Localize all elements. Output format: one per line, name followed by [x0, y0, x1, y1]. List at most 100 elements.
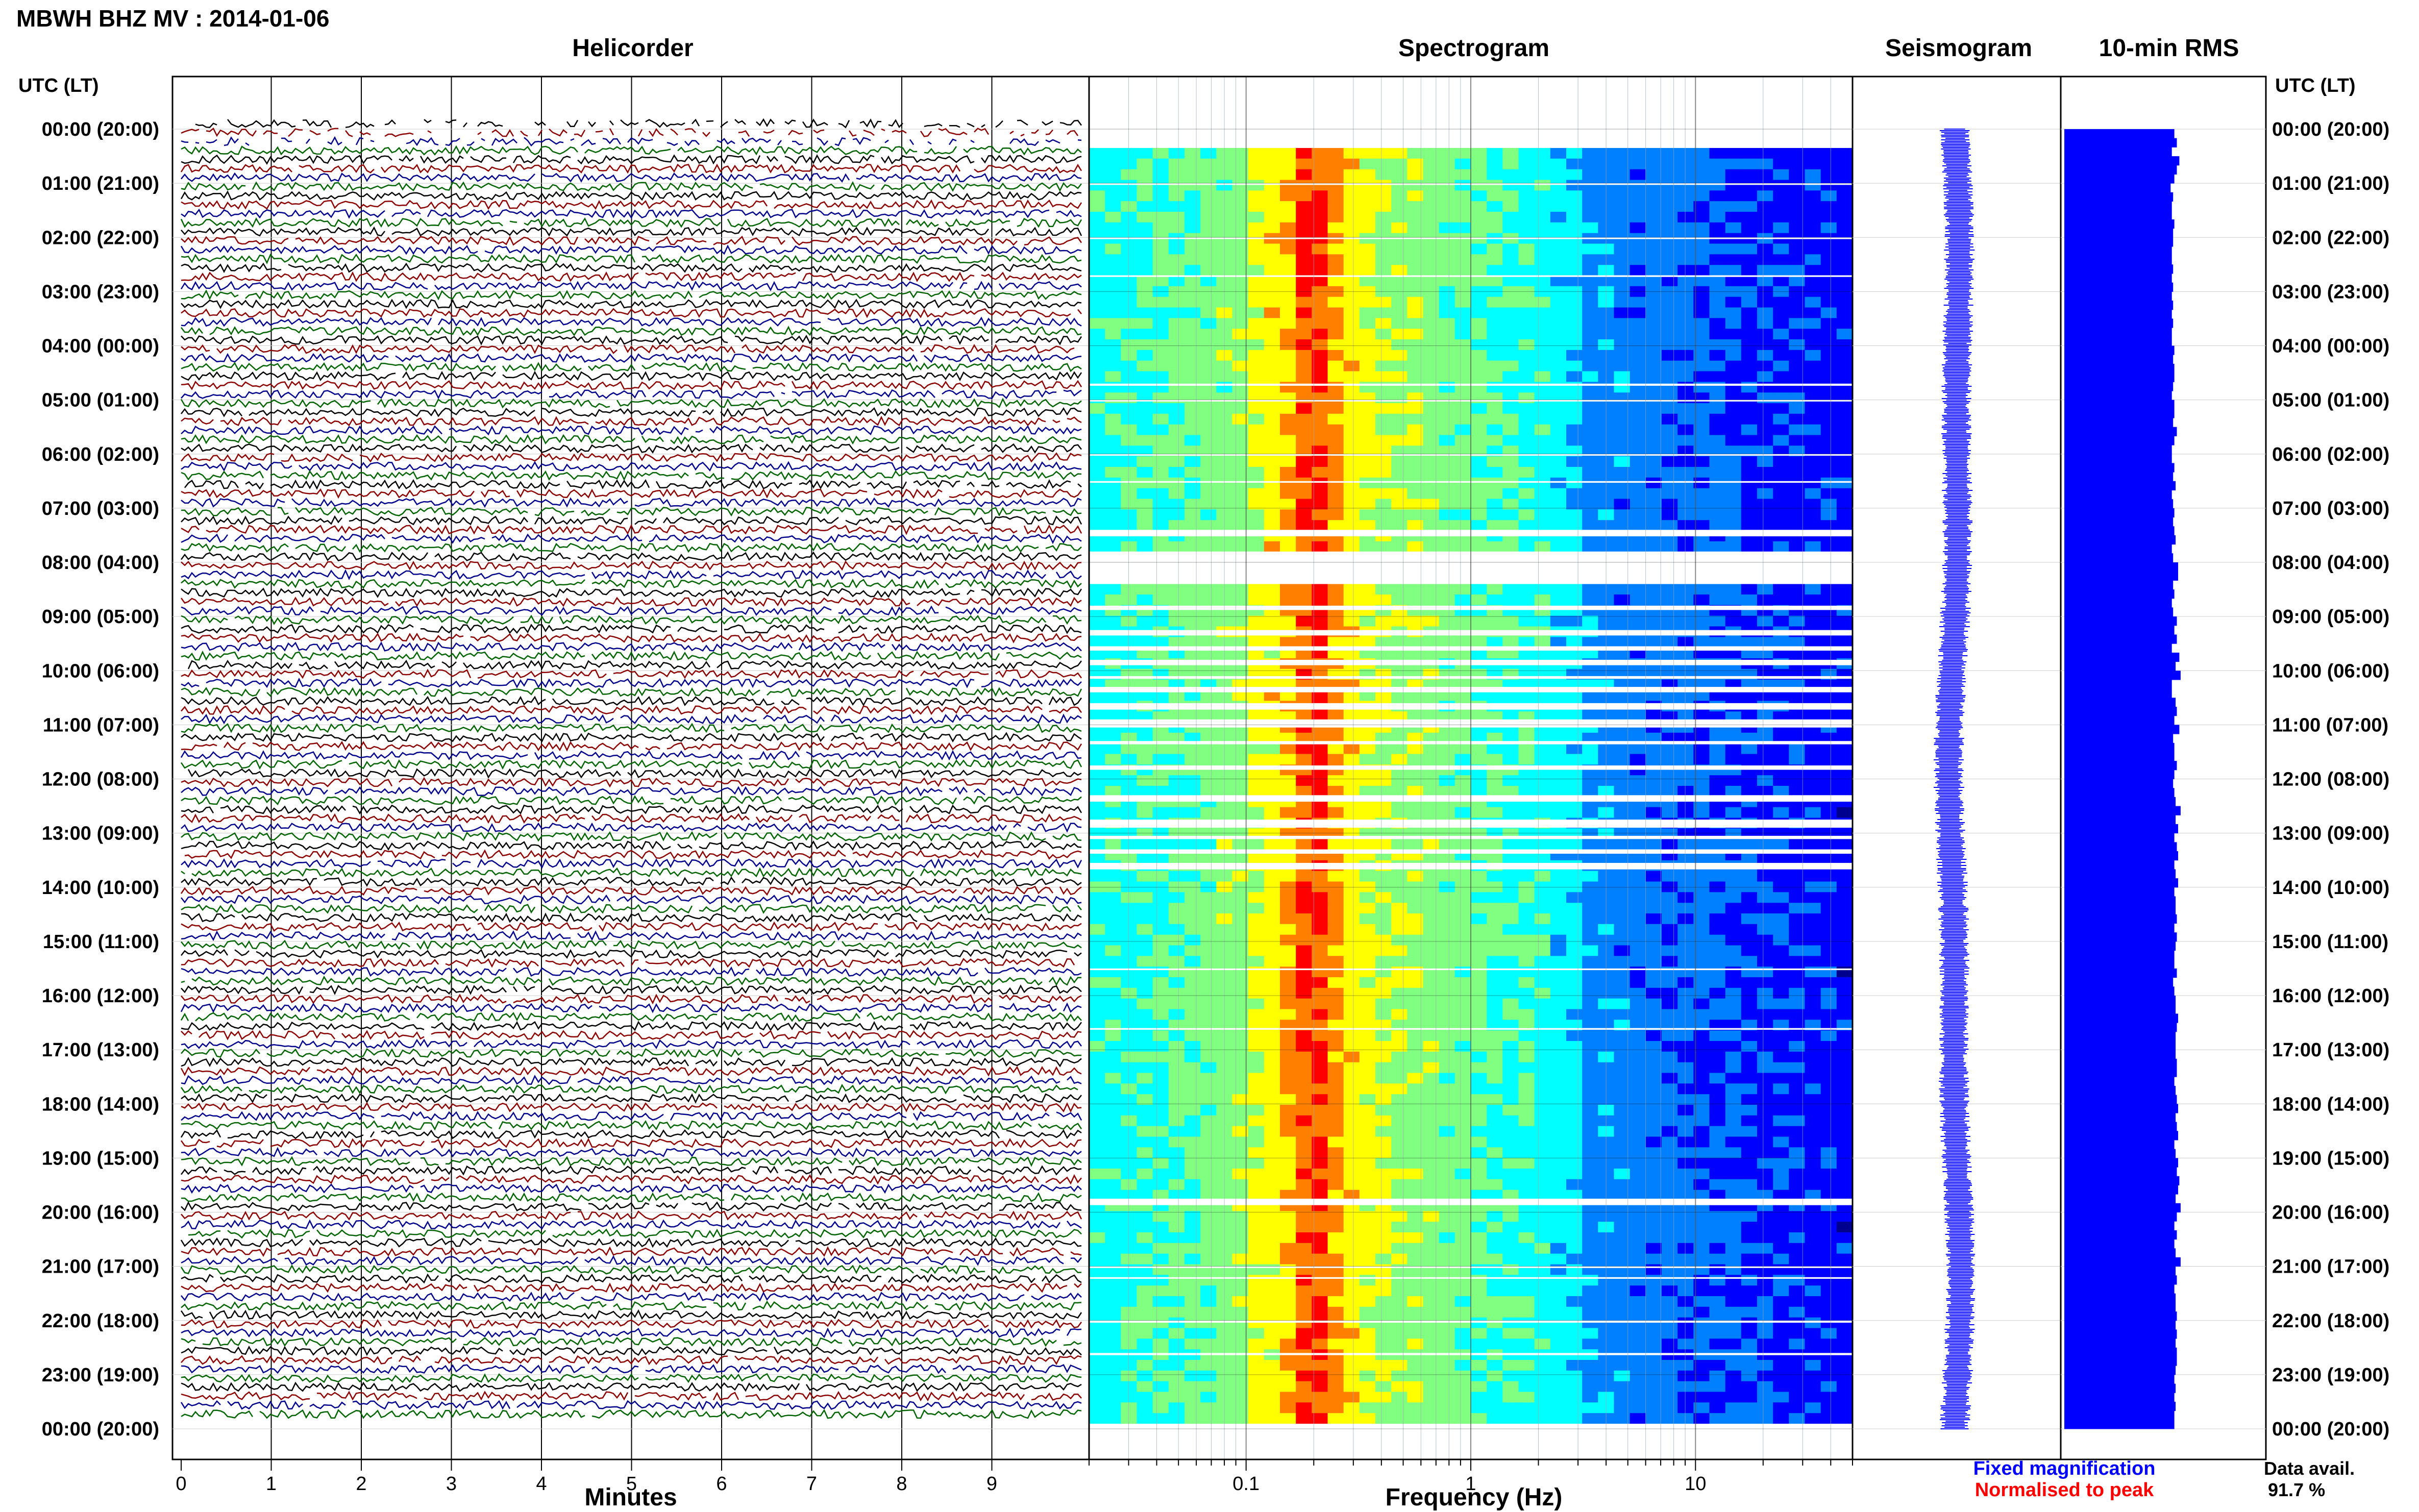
spectrogram-cell — [1789, 934, 1806, 946]
spectrogram-cell — [1487, 1051, 1503, 1063]
spectrogram-cell — [1423, 265, 1440, 276]
spectrogram-cell — [1630, 584, 1646, 595]
spectrogram-cell — [1423, 424, 1440, 436]
spectrogram-cell — [1709, 1030, 1726, 1042]
spectrogram-cell — [1232, 360, 1249, 372]
spectrogram-cell — [1502, 371, 1519, 382]
spectrogram-cell — [1407, 956, 1424, 967]
spectrogram-cell — [1296, 382, 1312, 393]
spectrogram-cell — [1248, 871, 1265, 882]
spectrogram-cell — [1789, 296, 1806, 308]
spectrogram-cell — [1550, 1189, 1567, 1201]
spectrogram-cell — [1105, 977, 1121, 988]
spectrogram-cell — [1773, 934, 1789, 946]
spectrogram-cell — [1280, 1030, 1296, 1042]
spectrogram-cell — [1312, 499, 1328, 510]
spectrogram-cell — [1630, 1105, 1646, 1116]
spectrogram-cell — [1454, 456, 1471, 467]
spectrogram-cell — [1184, 690, 1201, 701]
spectrogram-cell — [1200, 807, 1217, 819]
spectrogram-cell — [1487, 1009, 1503, 1020]
spectrogram-cell — [1582, 934, 1598, 946]
spectrogram-cell — [1805, 1009, 1821, 1020]
spectrogram-cell — [1773, 488, 1789, 500]
spectrogram-cell — [1805, 424, 1821, 436]
spectrogram-cell — [1280, 276, 1296, 287]
spectrogram-cell — [1741, 158, 1758, 170]
spectrogram-cell — [1280, 307, 1296, 318]
spectrogram-cell — [1423, 1062, 1440, 1074]
spectrogram-cell — [1454, 286, 1471, 298]
spectrogram-cell — [1200, 445, 1217, 457]
spectrogram-cell — [1725, 1189, 1742, 1201]
spectrogram-cell — [1264, 212, 1280, 223]
spectrogram-cell — [1582, 403, 1598, 414]
spectrogram-cell — [1089, 839, 1105, 850]
spectrogram-cell — [1518, 743, 1535, 755]
spectrogram-cell — [1312, 1062, 1328, 1074]
spectrogram-cell — [1343, 966, 1360, 978]
spectrogram-cell — [1168, 180, 1185, 191]
spectrogram-cell — [1614, 1136, 1631, 1148]
spectrogram-cell — [1677, 998, 1694, 1010]
spectrogram-cell — [1312, 318, 1328, 329]
helicorder-trace — [181, 1355, 1082, 1366]
spectrogram-cell — [1391, 1094, 1408, 1105]
spectrogram-cell — [1296, 371, 1312, 382]
spectrogram-cell — [1566, 488, 1583, 500]
spectrogram-cell — [1232, 871, 1249, 882]
spectrogram-cell — [1375, 1062, 1392, 1074]
spectrogram-cell — [1152, 148, 1169, 159]
spectrogram-cell — [1312, 881, 1328, 893]
spectrogram-cell — [1152, 594, 1169, 606]
spectrogram-cell — [1184, 1041, 1201, 1052]
spectrogram-cell — [1152, 1169, 1169, 1180]
spectrogram-cell — [1280, 1009, 1296, 1020]
spectrogram-cell — [1502, 1094, 1519, 1105]
spectrogram-cell — [1741, 977, 1758, 988]
spectrogram-cell — [1614, 254, 1631, 265]
spectrogram-cell — [1518, 180, 1535, 191]
spectrogram-cell — [1105, 1169, 1121, 1180]
spectrogram-cell — [1709, 615, 1726, 627]
spectrogram-cell — [1502, 1147, 1519, 1158]
spectrogram-cell — [1630, 265, 1646, 276]
spectrogram-cell — [1375, 732, 1392, 744]
spectrogram-cell — [1296, 871, 1312, 882]
spectrogram-cell — [1741, 371, 1758, 382]
spectrogram-cell — [1487, 222, 1503, 234]
spectrogram-cell — [1137, 509, 1153, 520]
spectrogram-cell — [1582, 1051, 1598, 1063]
spectrogram-cell — [1630, 956, 1646, 967]
spectrogram-cell — [1725, 1062, 1742, 1074]
spectrogram-cell — [1805, 541, 1821, 553]
spectrogram-cell — [1423, 212, 1440, 223]
spectrogram-cell — [1662, 1115, 1678, 1127]
spectrogram-cell — [1407, 987, 1424, 999]
spectrogram-cell — [1662, 743, 1678, 755]
spectrogram-cell — [1391, 998, 1408, 1010]
spectrogram-cell — [1407, 977, 1424, 988]
spectrogram-cell — [1662, 541, 1678, 553]
spectrogram-cell — [1471, 180, 1487, 191]
spectrogram-cell — [1582, 360, 1598, 372]
spectrogram-cell — [1836, 913, 1853, 925]
spectrogram-cell — [1471, 424, 1487, 436]
spectrogram-cell — [1566, 1083, 1583, 1095]
spectrogram-cell — [1805, 445, 1821, 457]
spectrogram-cell — [1296, 743, 1312, 755]
spectrogram-cell — [1439, 371, 1455, 382]
spectrogram-cell — [1773, 1179, 1789, 1191]
spectrogram-cell — [1152, 892, 1169, 903]
spectrogram-cell — [1471, 977, 1487, 988]
helicorder-trace — [181, 1165, 1082, 1176]
spectrogram-cell — [1820, 1147, 1837, 1158]
spectrogram-cell — [1121, 615, 1138, 627]
spectrogram-cell — [1518, 786, 1535, 797]
spectrogram-cell — [1757, 265, 1773, 276]
spectrogram-cell — [1375, 1009, 1392, 1020]
spectrogram-cell — [1152, 296, 1169, 308]
spectrogram-cell — [1566, 1009, 1583, 1020]
helicorder-tick-label: 3 — [446, 1473, 457, 1495]
spectrogram-cell — [1630, 732, 1646, 744]
